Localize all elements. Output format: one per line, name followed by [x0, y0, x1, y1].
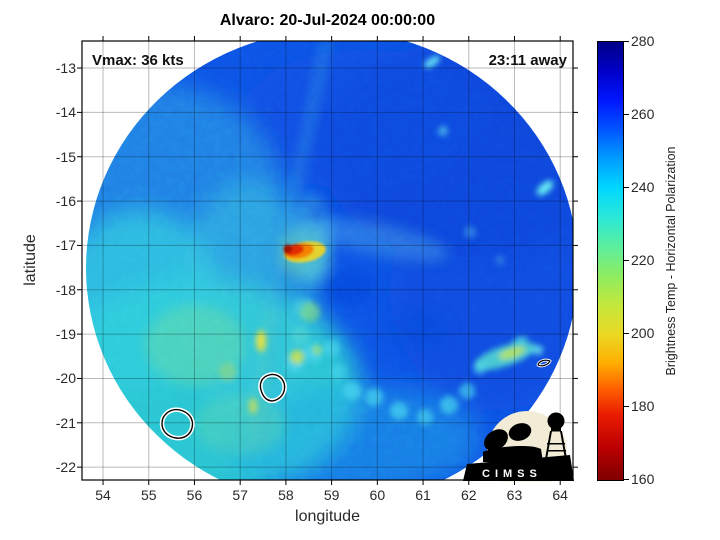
rodrigues-island-contour: [536, 358, 552, 368]
colorbar-tick-label: 160: [631, 471, 655, 487]
colorbar-tick: [624, 260, 629, 261]
colorbar-tick: [624, 333, 629, 334]
grid-lines: [82, 41, 573, 480]
cimss-logo: CIMSS: [463, 411, 574, 482]
mauritius-island-contour: [258, 372, 287, 404]
y-tick-label: -20: [55, 370, 76, 387]
y-tick-label: -18: [55, 281, 76, 298]
colorbar-tick-label: 240: [631, 179, 655, 195]
axis-tick-marks: [77, 36, 578, 485]
colorbar-tick: [624, 406, 629, 407]
x-tick-label: 63: [506, 487, 523, 503]
y-tick-label: -16: [55, 193, 76, 210]
colorbar-tick-label: 280: [631, 33, 655, 49]
obs-time-annotation: 23:11 away: [488, 52, 567, 69]
x-tick-label: 62: [460, 487, 477, 503]
colorbar-tick-label: 200: [631, 325, 655, 341]
y-tick-label: -13: [55, 60, 76, 77]
axes-box: [81, 40, 574, 481]
cimss-logo-silhouette: [483, 412, 567, 462]
y-tick-label: -17: [55, 237, 76, 254]
y-tick-label: -14: [55, 104, 76, 121]
colorbar-tick: [624, 114, 629, 115]
y-tick-label: -15: [55, 148, 76, 165]
x-tick-label: 60: [369, 487, 386, 503]
cimss-banner-text: CIMSS: [482, 468, 542, 480]
colorbar-gradient: [597, 41, 624, 481]
colorbar-tick-label: 260: [631, 106, 655, 122]
vmax-annotation: Vmax: 36 kts: [92, 52, 184, 69]
colorbar-tick: [624, 187, 629, 188]
reunion-island-contour: [159, 407, 195, 441]
colorbar-tick: [624, 479, 629, 480]
colorbar-tick-label: 220: [631, 252, 655, 268]
x-tick-label: 54: [95, 487, 111, 503]
x-tick-label: 58: [278, 487, 294, 503]
x-tick-label: 61: [415, 487, 431, 503]
colorbar-tick: [624, 41, 629, 42]
x-tick-label: 64: [552, 487, 568, 503]
y-tick-label: -21: [55, 414, 76, 431]
colorbar-tick-label: 180: [631, 398, 655, 414]
x-tick-label: 59: [323, 487, 340, 503]
x-tick-label: 56: [186, 487, 203, 503]
y-tick-label: -22: [55, 459, 76, 476]
y-axis-label: latitude: [22, 234, 39, 286]
y-tick-label: -19: [55, 326, 76, 343]
swath-image: [86, 41, 573, 480]
cimss-banner: [463, 455, 574, 481]
plot-title: Alvaro: 20-Jul-2024 00:00:00: [219, 12, 436, 29]
x-axis-label: longitude: [295, 508, 360, 525]
x-tick-label: 57: [232, 487, 248, 503]
x-tick-label: 55: [140, 487, 157, 503]
